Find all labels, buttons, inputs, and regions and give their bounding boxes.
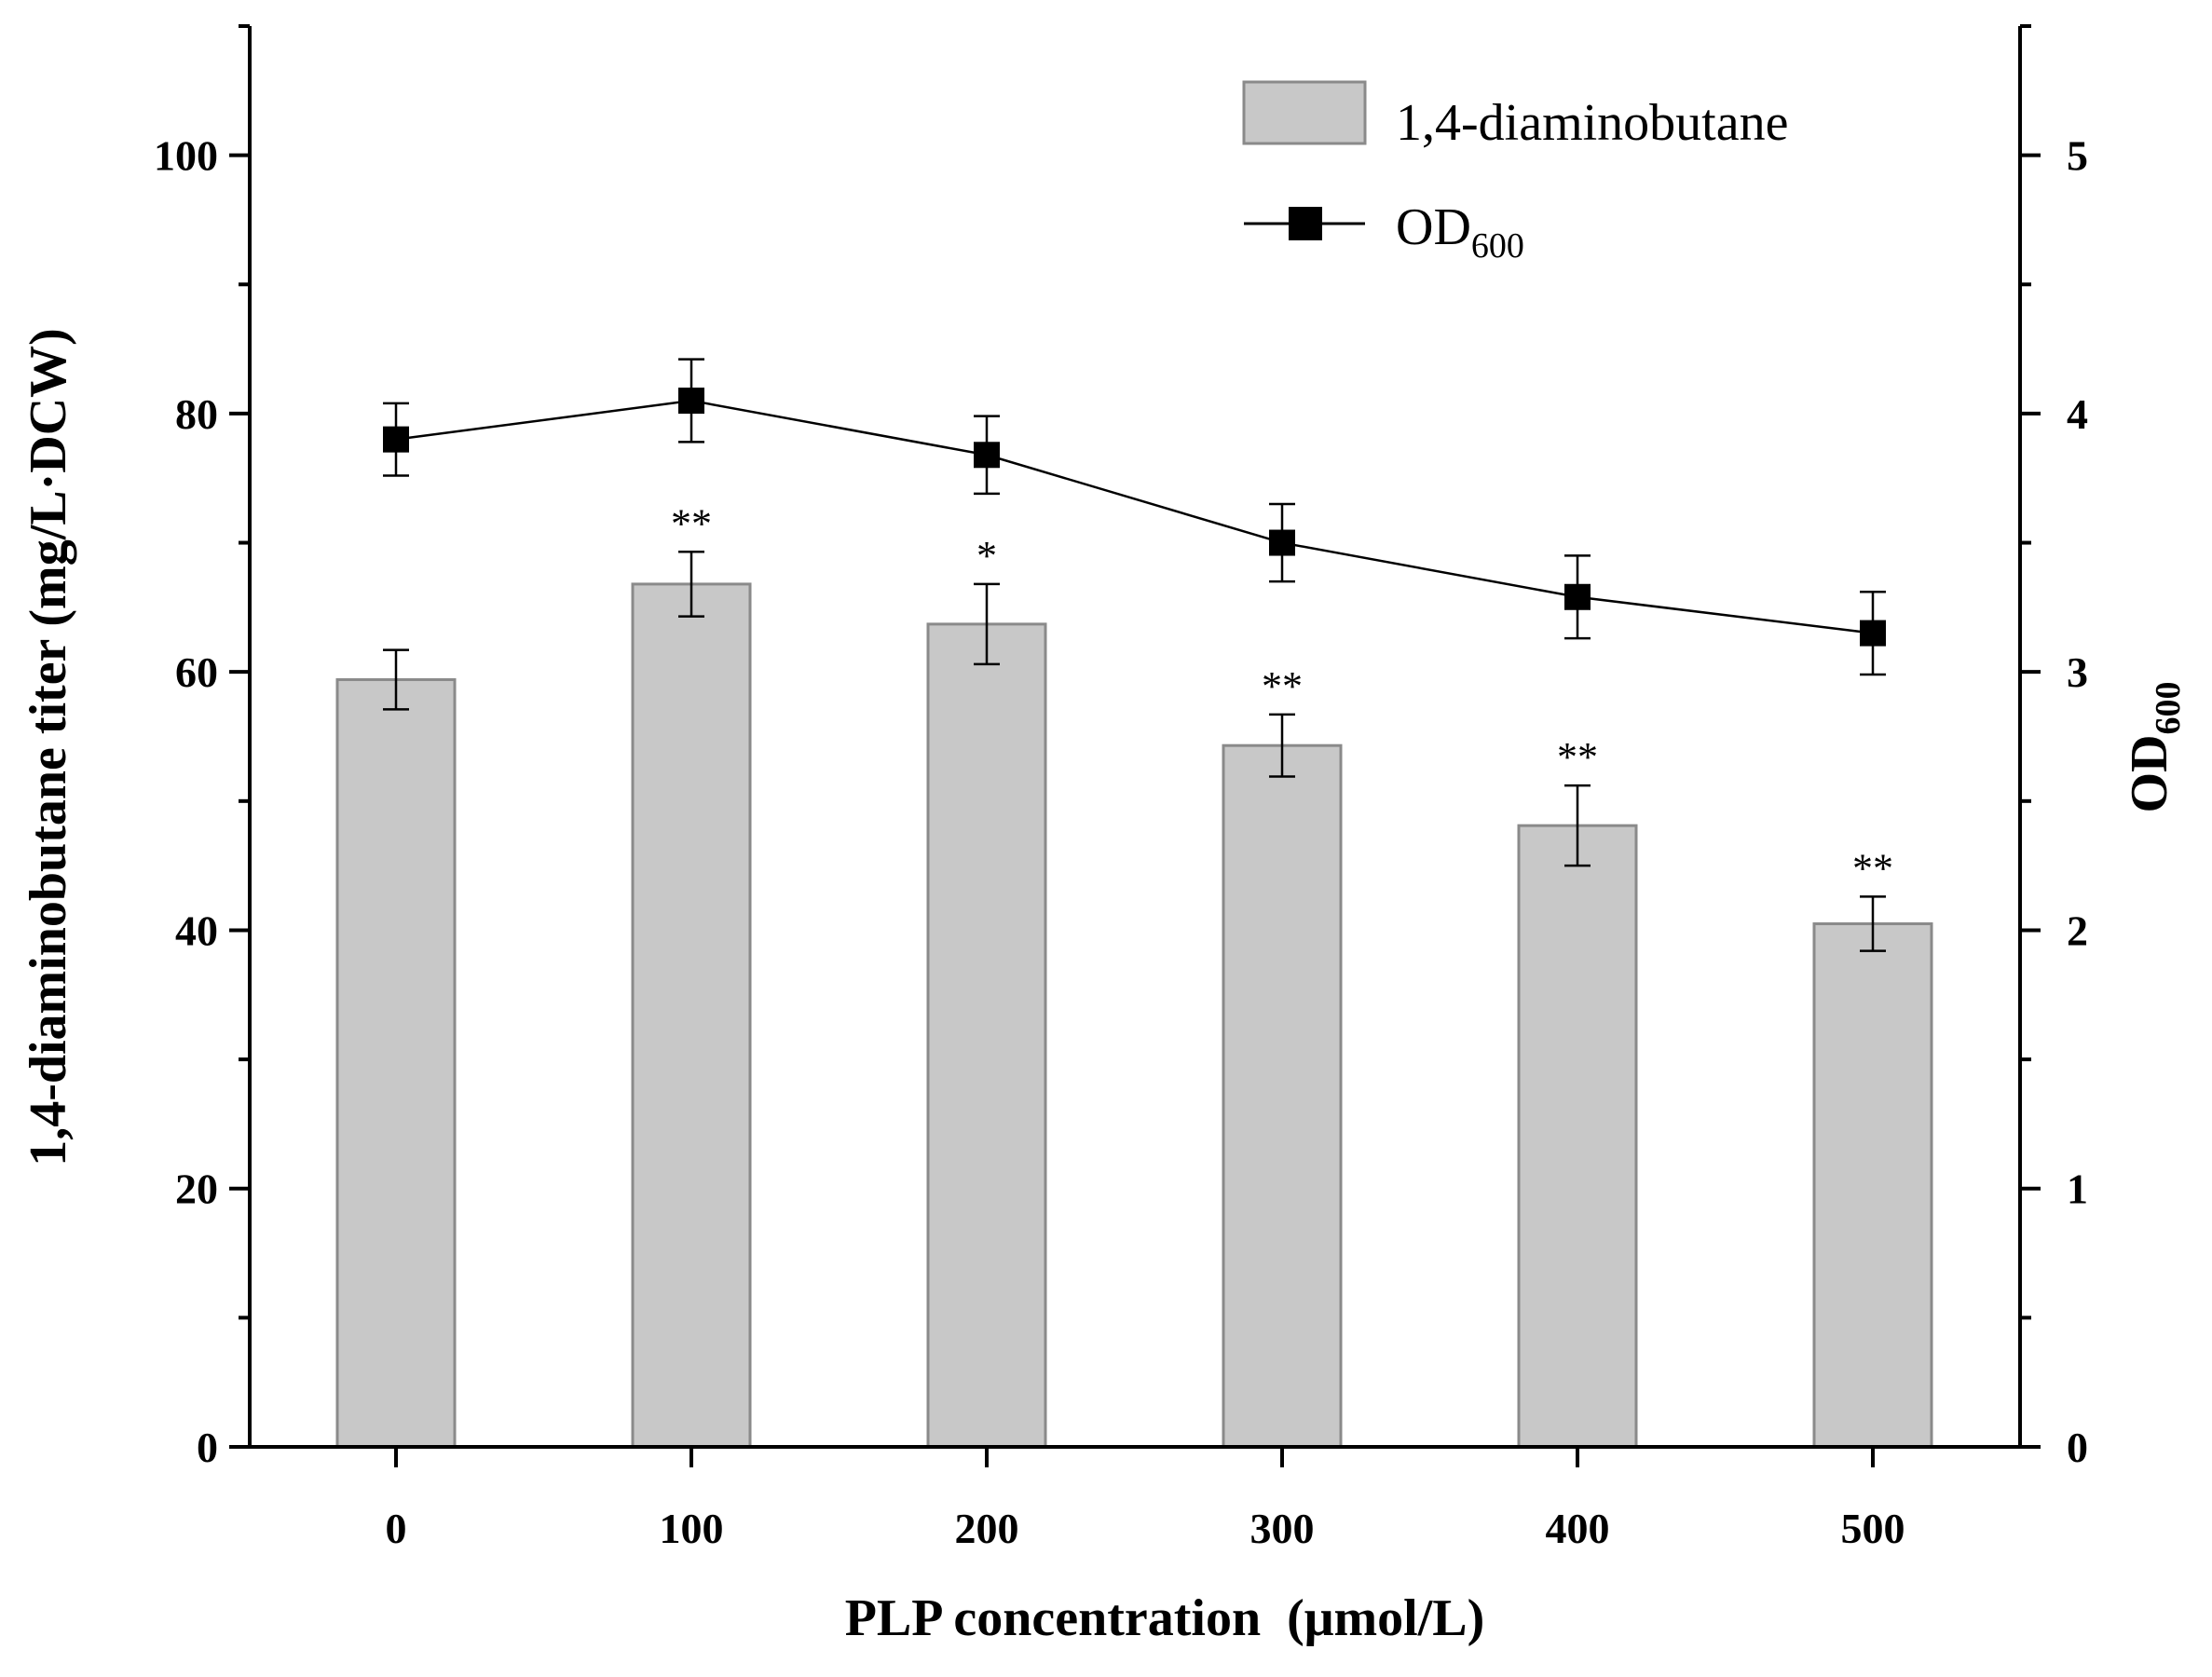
od-point bbox=[1269, 529, 1295, 556]
y-axis-left-title: 1,4-diaminobutane titer (mg/L·DCW) bbox=[20, 328, 77, 1166]
significance-label: ** bbox=[1557, 734, 1598, 780]
y-right-tick-label: 3 bbox=[2067, 648, 2088, 696]
od-line bbox=[395, 399, 1874, 634]
bar bbox=[631, 582, 752, 1449]
legend-label-line: OD600 bbox=[1396, 198, 1524, 266]
x-tick-label: 100 bbox=[660, 1505, 724, 1552]
y-left-tick-label: 40 bbox=[175, 907, 218, 954]
x-tick-label: 300 bbox=[1250, 1505, 1315, 1552]
y-axis-right-title-sub: 600 bbox=[2149, 682, 2188, 735]
legend-swatch-marker bbox=[1289, 207, 1322, 240]
significance-label: ** bbox=[1852, 845, 1893, 891]
y-left-tick-label: 100 bbox=[154, 132, 218, 180]
od-point bbox=[1564, 583, 1591, 610]
x-tick-label: 400 bbox=[1546, 1505, 1610, 1552]
x-tick-label: 0 bbox=[386, 1505, 407, 1552]
legend-swatch-bar bbox=[1242, 80, 1367, 145]
y-right-tick-label: 4 bbox=[2067, 390, 2088, 438]
bar bbox=[335, 678, 457, 1449]
bar-series: ********* bbox=[335, 500, 1933, 1449]
od-point bbox=[678, 388, 704, 415]
bar bbox=[1812, 922, 1933, 1449]
legend-label-line-sub: 600 bbox=[1471, 226, 1524, 266]
y-left-tick-label: 60 bbox=[175, 648, 218, 696]
x-axis-title: PLP concentration (μmol/L) bbox=[845, 1589, 1485, 1647]
bar bbox=[1517, 824, 1638, 1449]
significance-label: ** bbox=[1262, 663, 1303, 709]
y-axis-right-title-main: OD bbox=[2121, 735, 2178, 813]
y-left-tick-label: 0 bbox=[197, 1424, 218, 1471]
bar bbox=[1222, 743, 1343, 1449]
od-point bbox=[974, 442, 1000, 469]
significance-label: * bbox=[976, 533, 997, 579]
legend-label-bar: 1,4-diaminobutane bbox=[1396, 94, 1788, 152]
y-left-tick-label: 80 bbox=[175, 390, 218, 438]
bar bbox=[926, 622, 1047, 1449]
y-axis-right-title: OD600 bbox=[2121, 682, 2188, 813]
y-right-tick-label: 1 bbox=[2067, 1166, 2088, 1213]
significance-label: ** bbox=[671, 500, 712, 546]
line-series bbox=[383, 358, 1886, 676]
od-point bbox=[383, 426, 409, 453]
od-point bbox=[1860, 620, 1886, 647]
y-right-tick-label: 0 bbox=[2067, 1424, 2088, 1471]
axes: 0 20 40 60 80 100 0 1 2 3 4 5 0 100 200 300 400 500 bbox=[154, 24, 2088, 1552]
x-tick-label: 500 bbox=[1841, 1505, 1905, 1552]
legend-label-line-main: OD bbox=[1396, 198, 1471, 256]
y-left-tick-label: 20 bbox=[175, 1166, 218, 1213]
x-tick-label: 200 bbox=[955, 1505, 1019, 1552]
y-right-tick-label: 5 bbox=[2067, 132, 2088, 180]
y-right-tick-label: 2 bbox=[2067, 907, 2088, 954]
legend: 1,4-diaminobutane OD600 bbox=[1242, 80, 1788, 266]
